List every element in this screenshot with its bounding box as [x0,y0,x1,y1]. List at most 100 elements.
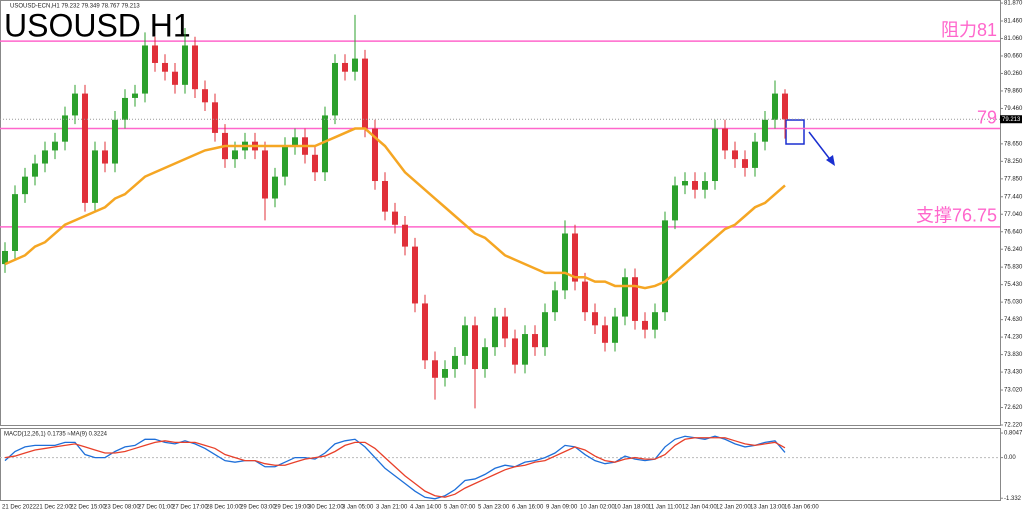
y-tick-label: 79.460 [1004,106,1023,112]
candle-body [652,312,658,330]
x-tick-label: 10 Jan 02:00 [580,505,615,511]
y-tick-label: 74.230 [1004,335,1023,341]
candle-body [332,62,338,116]
candle-body [712,128,718,182]
chart-title: USOUSD H1 [4,7,191,43]
candle-body [192,45,198,90]
level-label: 阻力81 [941,20,997,40]
candle-body [72,93,78,116]
candle-body [42,150,48,164]
candle-body [752,141,758,168]
candle-body [672,185,678,221]
moving-average [4,127,786,290]
x-tick-label: 12 Jan 04:00 [682,505,717,511]
candle-body [362,58,368,129]
macd-panel [0,428,1001,501]
candle-body [472,325,478,370]
candle-body [542,312,548,348]
highlight-box [785,119,805,145]
candle-body [142,45,148,94]
candle-body [402,224,408,247]
header: USOUSD-ECN,H1 79.232 79.349 78.767 79.21… [10,4,140,10]
candle-body [162,62,168,72]
candle-body [272,176,278,199]
y-tick-label: 72.620 [1004,405,1023,411]
y-tick-label: 80.260 [1004,71,1023,77]
x-tick-label: 21 Dec 22:00 [36,505,72,511]
candle-body [82,93,88,203]
macd-tick-label: 0.8047 [1004,431,1023,437]
level-label: 支撑76.75 [916,206,997,226]
level-label: 79 [977,107,997,127]
y-tick-label: 78.250 [1004,159,1023,165]
candle-body [532,334,538,348]
candle-body [202,89,208,103]
candle-body [502,316,508,339]
candle-body [92,150,98,203]
candle-body [702,181,708,190]
candle-body [382,181,388,212]
candle-body [282,146,288,177]
y-tick-label: 76.640 [1004,229,1023,235]
candle-body [692,181,698,190]
macd-line [4,437,786,498]
candle-body [32,163,38,177]
candle-body [62,115,68,142]
x-tick-label: 13 Jan 13:00 [750,505,785,511]
candle-body [622,277,628,317]
y-tick-label: 72.220 [1004,423,1023,429]
candle-body [682,181,688,186]
candle-body [132,93,138,98]
candle-body [482,347,488,370]
candle-body [342,62,348,72]
x-tick-label: 22 Dec 15:00 [70,505,106,511]
candle-body [762,119,768,142]
y-tick-label: 79.860 [1004,89,1023,95]
y-tick-label: 81.060 [1004,36,1023,42]
y-tick-label: 81.870 [1004,1,1023,7]
y-tick-label: 75.830 [1004,265,1023,271]
candle-body [632,277,638,321]
macd-tick-label: -1.332 [1004,496,1022,502]
x-tick-label: 5 Jan 07:00 [444,505,476,511]
candle-body [12,194,18,251]
candle-body [492,316,498,348]
y-tick-label: 75.030 [1004,300,1023,306]
y-tick-label: 73.430 [1004,370,1023,376]
candle-body [212,102,218,133]
y-tick-label: 81.460 [1004,19,1023,25]
candle-body [102,150,108,164]
candle-body [52,141,58,151]
x-tick-label: 21 Dec 2022 [2,505,37,511]
current-price-box [1000,115,1022,124]
x-tick-label: 11 Jan 11:00 [648,505,682,511]
candle-body [2,250,8,265]
y-tick-label: 77.040 [1004,212,1023,218]
candle-body [392,211,398,225]
x-tick-label: 27 Dec 17:00 [172,505,208,511]
x-tick-label: 5 Jan 23:00 [478,505,510,511]
candle-body [522,334,528,365]
candle-body [22,176,28,195]
x-tick-label: 4 Jan 14:00 [410,505,442,511]
macd-label: MACD(12,26,1) 0.1735 ≈MA(9) 0.3224 [4,432,108,438]
x-tick-label: 29 Dec 03:00 [240,505,276,511]
candle-body [172,71,178,85]
current-price-label: 79.213 [1002,117,1021,123]
candle-body [452,355,458,370]
x-tick-label: 10 Jan 18:00 [614,505,649,511]
candle-body [602,325,608,343]
x-tick-label: 28 Dec 10:00 [206,505,242,511]
candle-body [722,128,728,151]
candle-body [462,325,468,356]
x-tick-label: 16 Jan 06:00 [784,505,819,511]
y-tick-label: 75.430 [1004,282,1023,288]
y-tick-label: 74.630 [1004,317,1023,323]
candle-body [112,119,118,164]
candle-body [322,115,328,173]
candle-body [372,128,378,182]
y-tick-label: 76.240 [1004,247,1023,253]
candle-body [262,150,268,199]
candle-body [122,97,128,120]
candle-body [232,150,238,160]
